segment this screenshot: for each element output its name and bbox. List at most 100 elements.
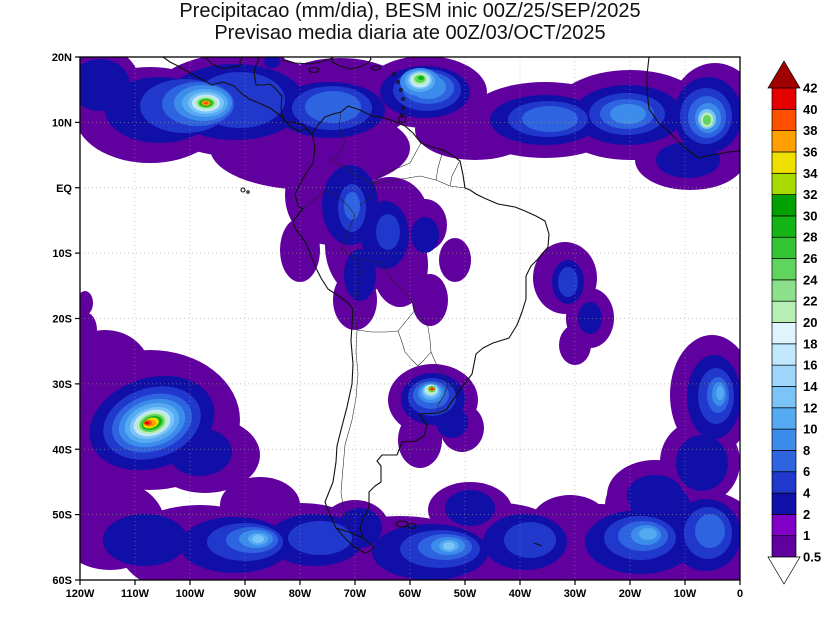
colorbar-segment <box>771 471 797 494</box>
colorbar-label: 26 <box>803 251 817 266</box>
colorbar-segment <box>771 343 797 366</box>
colorbar-segment <box>771 87 797 110</box>
precip-contour-blob <box>344 192 360 220</box>
precip-contour-blob <box>443 542 455 550</box>
lat-tick-label: 10S <box>52 248 72 260</box>
precip-contour-blob <box>439 238 471 282</box>
colorbar-segment <box>771 428 797 451</box>
yucatan-gulf-coast <box>204 57 243 70</box>
precip-contour-blob <box>656 142 720 178</box>
south-georgia-island <box>533 542 543 547</box>
precip-contour-blob <box>412 274 448 326</box>
lon-tick-label: 40W <box>509 588 532 600</box>
lat-tick-label: 40S <box>52 444 72 456</box>
colorbar-segment <box>771 300 797 323</box>
colorbar-label: 4 <box>803 486 811 501</box>
galapagos-islands <box>240 187 246 193</box>
colorbar-segment <box>771 492 797 515</box>
lon-tick-label: 50W <box>454 588 477 600</box>
precip-contour-blob <box>504 522 556 558</box>
colorbar-label: 20 <box>803 315 817 330</box>
colorbar-label: 0.5 <box>803 550 821 565</box>
lon-tick-label: 20W <box>619 588 642 600</box>
precip-contour-blob <box>627 475 683 515</box>
precip-contour-blob <box>610 104 646 124</box>
precip-contour-blob <box>411 217 439 253</box>
precip-contour-blob <box>639 528 657 540</box>
colorbar-segment <box>771 236 797 259</box>
precip-contour-blob <box>144 421 150 425</box>
colorbar-arrow-top <box>767 60 801 89</box>
jamaica-coast <box>308 66 320 74</box>
lon-tick-label: 120W <box>66 588 95 600</box>
precip-contour-blob <box>264 57 280 68</box>
colorbar-label: 2 <box>803 507 810 522</box>
colorbar-label: 40 <box>803 102 817 117</box>
galapagos-islands-2 <box>246 190 250 194</box>
precip-contour-blob <box>703 115 711 125</box>
colorbar-segment <box>771 151 797 174</box>
precip-contour-blob <box>344 249 376 301</box>
colorbar-label: 32 <box>803 187 817 202</box>
lon-tick-label: 60W <box>399 588 422 600</box>
colorbar-segment <box>771 279 797 302</box>
south-america-coast <box>292 105 550 554</box>
trinidad-coast <box>398 116 407 123</box>
lesser-antilles-islands <box>392 72 405 117</box>
precip-contour-blob <box>398 412 442 468</box>
colorbar-segment <box>771 194 797 217</box>
colorbar-label: 10 <box>803 422 817 437</box>
colorbar-segment <box>771 130 797 153</box>
map-axes: 20N 10N EQ 10S 20S 30S 40S 50S 60S 120W 110W 100W 9… <box>52 52 743 600</box>
lat-tick-label: 50S <box>52 510 72 522</box>
lat-tick-label: EQ <box>56 183 72 195</box>
colorbar-legend: 4240383634323028262422201816141210864210… <box>767 60 821 585</box>
lon-tick-label: 30W <box>564 588 587 600</box>
colorbar-label: 8 <box>803 443 810 458</box>
precip-contour-blob <box>80 312 97 348</box>
colorbar-segment <box>771 407 797 430</box>
puerto-rico-coast <box>370 65 382 71</box>
coastlines <box>162 57 740 554</box>
lon-tick-label: 70W <box>344 588 367 600</box>
precip-contour-blob <box>430 388 434 390</box>
colorbar-label: 12 <box>803 400 817 415</box>
colorbar-segment <box>771 364 797 387</box>
colorbar-label: 14 <box>803 379 818 394</box>
lon-tick-label: 10W <box>674 588 697 600</box>
precip-contour-blob <box>80 291 93 315</box>
colorbar-segment <box>771 450 797 473</box>
lat-tick-label: 20N <box>52 52 72 64</box>
chart-title: Precipitacao (mm/dia), BESM inic 00Z/25/… <box>179 0 641 22</box>
colorbar-label: 36 <box>803 144 817 159</box>
colorbar-label: 28 <box>803 230 817 245</box>
lon-tick-label: 0 <box>737 588 743 600</box>
precip-contour-blob <box>676 435 728 491</box>
colorbar-segment <box>771 386 797 409</box>
colorbar-segment <box>771 514 797 537</box>
colorbar-label: 24 <box>803 272 818 287</box>
colorbar-segment <box>771 535 797 558</box>
precip-contour-blob <box>252 535 264 543</box>
precip-contour-blob <box>305 91 361 123</box>
colorbar-label: 6 <box>803 464 810 479</box>
lon-tick-label: 110W <box>121 588 150 600</box>
precip-contour-blob <box>103 514 187 566</box>
magellan-strait <box>335 527 364 539</box>
colorbar-arrow-bottom <box>767 556 801 585</box>
lat-tick-label: 60S <box>52 575 72 587</box>
hispaniola-coast <box>331 57 372 70</box>
lat-tick-label: 30S <box>52 379 72 391</box>
precip-contour-blob <box>203 101 209 105</box>
precip-contour-blob <box>558 267 578 297</box>
precip-contour-blob <box>418 75 424 81</box>
precip-contour-blob <box>695 514 725 548</box>
falkland-islands-2 <box>407 522 417 530</box>
precip-contour-blob <box>716 386 724 400</box>
precip-contour-blob <box>522 106 578 132</box>
lat-tick-label: 20S <box>52 314 72 326</box>
cuba-coast <box>281 57 333 65</box>
colorbar-label: 30 <box>803 208 817 223</box>
